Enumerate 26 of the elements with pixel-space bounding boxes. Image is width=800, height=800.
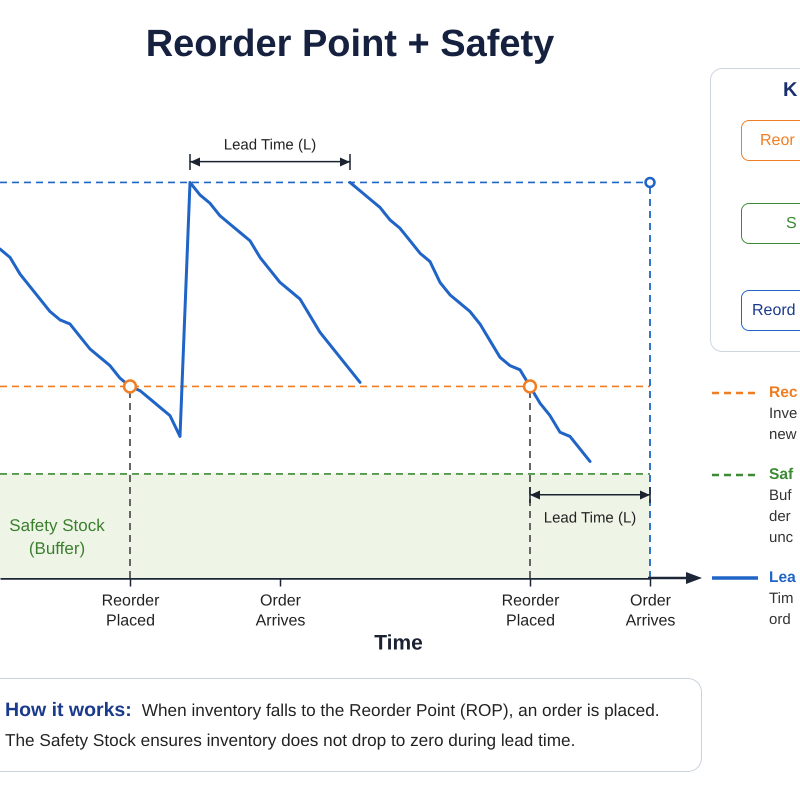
text: Reord: [752, 301, 796, 320]
text: K: [783, 79, 798, 101]
ref-line-label: Saf: [769, 465, 794, 485]
ref-line-label: Rec: [769, 383, 798, 403]
text: Inve: [769, 404, 798, 424]
series-label: Lead Time (L): [224, 136, 316, 154]
text: S: [786, 214, 797, 233]
text: The Safety Stock ensures inventory does not drop to zero during lead time.: [5, 729, 576, 752]
x-tick-label: Reorder Placed: [502, 592, 560, 630]
band-label: Safety Stock (Buffer): [9, 516, 106, 558]
x-axis-title: Time: [374, 632, 423, 654]
x-tick-label: Order Arrives: [256, 592, 306, 630]
legend-label: Lea: [769, 568, 796, 588]
chart-title: Reorder Point + Safety: [146, 23, 554, 65]
text: der: [769, 507, 791, 527]
text: Tim: [769, 589, 794, 609]
text: unc: [769, 528, 794, 548]
text: ord: [769, 610, 791, 630]
x-tick-label: Order Arrives: [626, 592, 676, 630]
text: Reor: [760, 131, 795, 150]
text: new: [769, 425, 797, 445]
x-tick-label: Reorder Placed: [102, 592, 160, 630]
text: When inventory falls to the Reorder Point (ROP), an order is placed.: [142, 700, 660, 720]
series-label: Lead Time (L): [544, 510, 636, 527]
text: How it works:: [5, 699, 132, 721]
text: Buf: [769, 486, 792, 506]
